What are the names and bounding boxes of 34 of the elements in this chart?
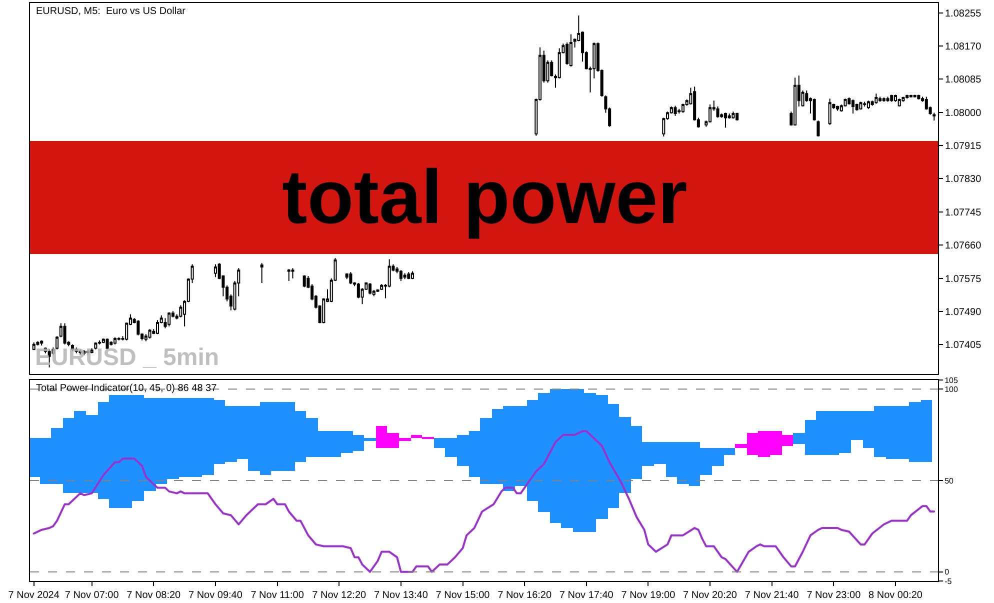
y-tick-label: -5 [944, 576, 952, 586]
x-tick-label: 7 Nov 19:00 [621, 590, 676, 601]
y-tick-label: 100 [944, 384, 958, 394]
x-tick-label: 7 Nov 21:40 [744, 590, 800, 601]
y-tick-label: 1.08255 [945, 8, 982, 20]
y-tick-label: 1.08000 [945, 108, 982, 119]
y-tick-label: 1.08085 [945, 74, 982, 86]
x-tick-label: 7 Nov 20:20 [683, 590, 738, 601]
x-tick-label: 7 Nov 2024 [8, 590, 60, 601]
x-tick-label: 8 Nov 00:20 [868, 590, 923, 601]
y-tick-label: 1.07660 [945, 240, 982, 252]
x-tick-label: 7 Nov 12:20 [312, 590, 367, 601]
y-tick-label: 50 [944, 476, 954, 486]
x-tick-label: 7 Nov 16:20 [498, 590, 552, 601]
x-tick-label: 7 Nov 08:20 [126, 590, 182, 601]
annotation: total power [282, 155, 688, 240]
x-tick-label: 7 Nov 15:00 [436, 590, 490, 601]
y-tick-label: 0 [944, 568, 950, 577]
y-tick-label: 1.08170 [945, 41, 982, 52]
x-tick-label: 7 Nov 13:40 [374, 590, 428, 601]
x-tick-label: 7 Nov 17:40 [559, 590, 614, 601]
chart-title: EURUSD, M5: Euro vs US Dollar [36, 6, 186, 17]
y-tick-label: 1.07575 [945, 274, 982, 285]
x-tick-label: 7 Nov 23:00 [806, 590, 862, 601]
x-tick-label: 7 Nov 09:40 [188, 590, 243, 601]
y-tick-label: 1.07490 [945, 307, 982, 318]
y-tick-label: 1.07915 [945, 141, 982, 152]
y-tick-label: 105 [944, 376, 958, 385]
x-tick-label: 7 Nov 07:00 [64, 590, 120, 601]
y-tick-label: 1.07745 [945, 207, 982, 218]
chart-title: Total Power Indicator(10, 45, 0) 86 48 37 [36, 383, 218, 394]
y-tick-label: 1.07830 [945, 174, 982, 186]
x-tick-label: 7 Nov 11:00 [250, 590, 304, 601]
y-tick-label: 1.07405 [945, 340, 982, 352]
